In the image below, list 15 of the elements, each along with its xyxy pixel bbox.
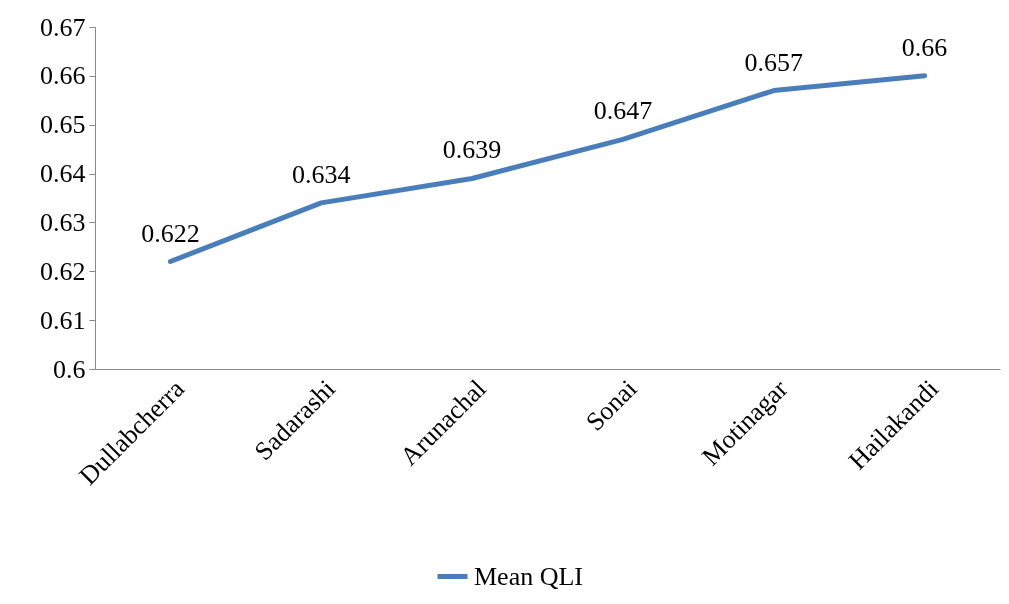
data-label: 0.622 — [141, 218, 200, 248]
data-label: 0.639 — [442, 135, 502, 165]
y-tick-label: 0.67 — [40, 12, 86, 42]
data-label: 0.634 — [292, 159, 351, 189]
y-tick-label: 0.6 — [53, 354, 86, 384]
y-tick-label: 0.65 — [40, 110, 86, 140]
y-tick-label: 0.64 — [40, 159, 86, 189]
data-label: 0.66 — [901, 32, 948, 62]
data-label: 0.647 — [593, 96, 653, 126]
y-tick-label: 0.63 — [40, 207, 86, 237]
data-label: 0.657 — [744, 47, 803, 77]
y-tick-label: 0.66 — [40, 61, 86, 91]
y-tick-label: 0.62 — [40, 256, 86, 286]
y-tick-label: 0.61 — [40, 305, 86, 335]
legend-label: Mean QLI — [474, 561, 584, 591]
